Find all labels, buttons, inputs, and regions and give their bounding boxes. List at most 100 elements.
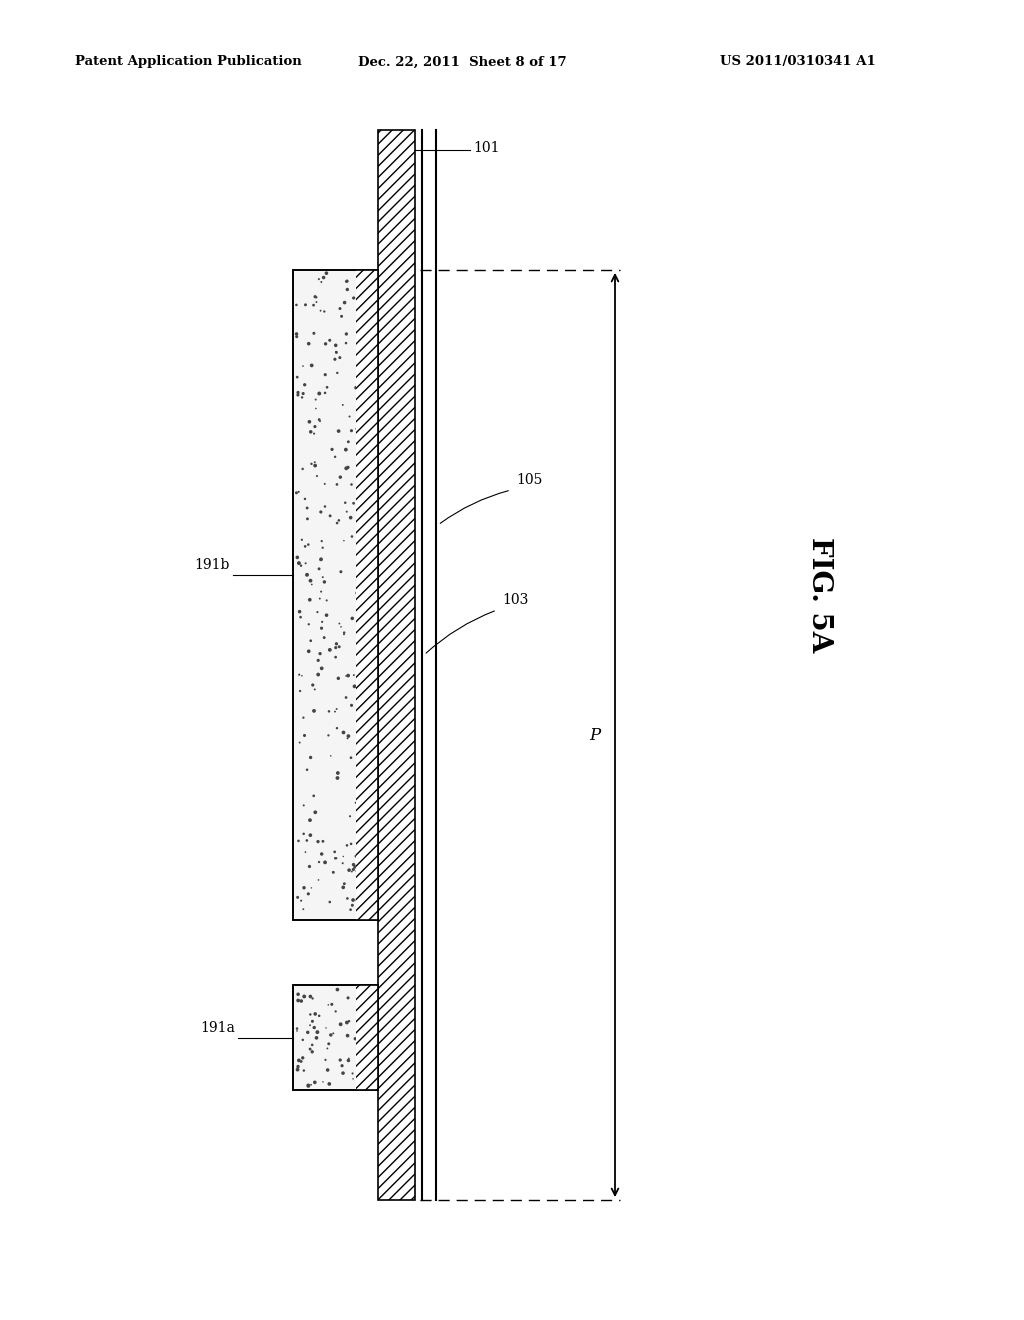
Point [330,668,346,689]
Point [295,708,311,729]
Point [300,1074,316,1096]
Point [316,383,333,404]
Point [304,675,321,696]
Point [344,861,360,882]
Point [307,397,324,418]
Point [306,323,323,345]
Point [300,1076,316,1097]
Point [294,665,310,686]
Point [340,1049,356,1071]
Point [311,587,328,609]
Point [334,1055,350,1076]
Point [309,466,326,487]
Point [297,374,313,395]
Point [304,1035,321,1056]
Point [295,458,311,479]
Point [299,759,315,780]
Point [318,590,335,611]
Point [315,267,332,288]
Point [302,1015,318,1036]
Point [290,381,306,403]
Point [322,1073,338,1094]
Point [362,286,379,308]
Point [311,1006,328,1027]
Point [307,1003,324,1024]
Point [307,455,324,477]
Point [332,466,348,487]
Point [358,780,375,801]
Point [312,643,329,664]
Point [352,801,369,822]
Point [303,1074,319,1096]
Point [303,453,319,474]
Point [351,878,368,899]
Point [290,990,306,1011]
Point [327,348,343,370]
Point [349,1063,366,1084]
Point [362,1019,379,1040]
Point [351,407,368,428]
Point [356,656,373,677]
Point [303,574,319,595]
Point [337,492,353,513]
Point [295,355,311,376]
Point [289,323,305,345]
Point [361,605,378,626]
Point [342,899,358,920]
Point [351,1035,368,1056]
Point [358,325,375,346]
Point [345,859,361,880]
Point [301,614,317,635]
Point [300,1022,316,1043]
Point [314,537,331,558]
Point [329,342,345,363]
Point [338,323,354,345]
Point [355,272,372,293]
Point [360,426,377,447]
Point [313,581,330,602]
Point [364,661,380,682]
Point [296,986,312,1007]
Point [347,857,364,878]
Point [295,383,311,404]
Point [302,809,318,830]
Point [299,508,315,529]
Point [297,553,313,574]
Point [340,457,356,478]
Point [310,664,327,685]
Point [309,1022,326,1043]
Point [352,656,369,677]
Point [302,825,318,846]
Point [288,294,304,315]
Point [305,785,322,807]
Point [290,887,306,908]
Point [330,763,346,784]
Point [306,451,323,473]
Point [361,870,378,891]
Point [338,271,354,292]
Point [316,474,333,495]
Point [347,792,364,813]
Point [358,832,375,853]
Point [351,820,368,841]
Point [349,418,366,440]
Point [290,384,306,405]
Point [322,891,338,912]
Point [308,1027,325,1048]
Point [327,446,343,467]
Point [313,843,330,865]
Point [300,535,316,556]
Point [339,271,355,292]
Point [345,890,361,911]
Point [291,664,307,685]
Point [365,730,381,751]
Point [345,492,361,513]
Point [333,1014,349,1035]
Point [299,830,315,851]
Point [302,747,318,768]
Point [327,847,343,869]
Point [329,512,345,533]
Point [346,676,362,697]
Point [296,1060,312,1081]
Point [362,898,379,919]
